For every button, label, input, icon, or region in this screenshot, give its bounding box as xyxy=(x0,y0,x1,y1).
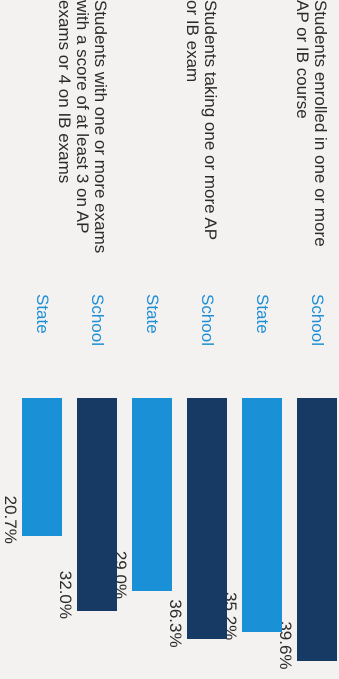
bar-state xyxy=(132,398,172,591)
bar-school xyxy=(187,398,227,640)
series-label-state: State xyxy=(253,294,272,334)
category-label: Students enrolled in one or more AP or I… xyxy=(293,0,330,247)
series-label-state: State xyxy=(33,294,52,334)
bar-state xyxy=(242,398,282,633)
category-label: Students taking one or more AP or IB exa… xyxy=(183,0,220,240)
series-label-state: State xyxy=(143,294,162,334)
bar-group-3: Students with one or more exams with a s… xyxy=(1,0,117,679)
category-label: Students with one or more exams with a s… xyxy=(55,0,110,254)
value-label: 32.0% xyxy=(56,570,75,619)
bar-state xyxy=(22,398,62,536)
value-label: 20.7% xyxy=(1,495,20,544)
value-label: 36.3% xyxy=(166,599,185,648)
bar-school xyxy=(297,398,337,662)
series-label-school: School xyxy=(308,294,327,346)
series-label-school: School xyxy=(198,294,217,346)
bar-group-1: Students enrolled in one or more AP or I… xyxy=(221,0,337,679)
bar-school xyxy=(77,398,117,611)
series-label-school: School xyxy=(88,294,107,346)
bar-group-2: Students taking one or more AP or IB exa… xyxy=(111,0,227,679)
